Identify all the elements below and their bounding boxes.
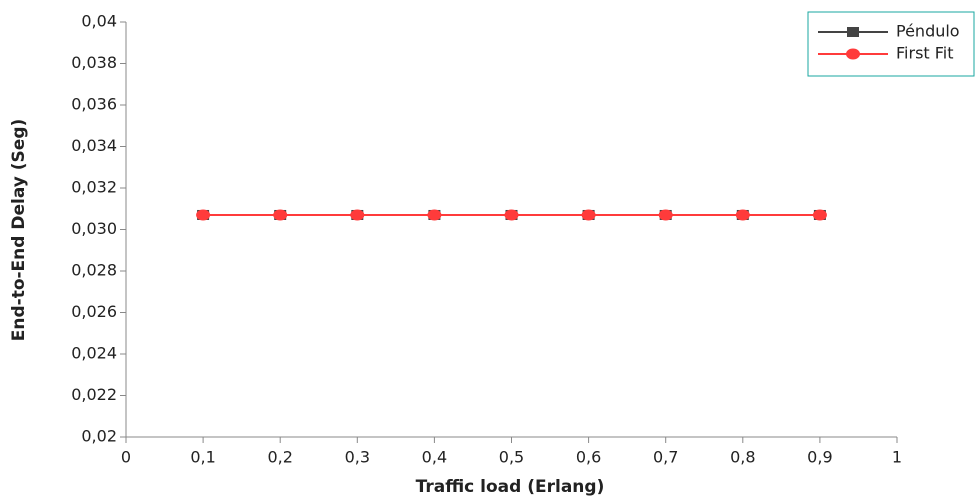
x-tick-label: 0,5: [499, 448, 524, 467]
x-tick-label: 0,2: [267, 448, 292, 467]
marker: [196, 209, 211, 221]
y-tick-label: 0,034: [71, 136, 117, 155]
marker: [581, 209, 596, 221]
y-tick-label: 0,024: [71, 344, 117, 363]
x-tick-label: 0: [121, 448, 131, 467]
x-tick-label: 0,7: [653, 448, 678, 467]
marker: [812, 209, 827, 221]
y-tick-label: 0,026: [71, 302, 117, 321]
y-tick-label: 0,028: [71, 261, 117, 280]
x-tick-label: 0,6: [576, 448, 601, 467]
y-axis-label: End-to-End Delay (Seg): [9, 119, 29, 342]
y-tick-label: 0,022: [71, 385, 117, 404]
y-tick-label: 0,030: [71, 219, 117, 238]
legend-marker: [847, 27, 859, 37]
legend-box: [807, 11, 975, 77]
marker: [350, 209, 365, 221]
y-tick-label: 0,036: [71, 95, 117, 114]
y-tick-label: 0,02: [81, 427, 117, 446]
x-tick-label: 0,4: [422, 448, 447, 467]
x-tick-label: 0,9: [807, 448, 832, 467]
y-tick-label: 0,04: [81, 12, 117, 31]
y-tick-label: 0,032: [71, 178, 117, 197]
x-tick-label: 0,3: [345, 448, 370, 467]
marker: [273, 209, 288, 221]
legend-label: First Fit: [896, 44, 954, 63]
marker: [504, 209, 519, 221]
marker: [427, 209, 442, 221]
x-tick-label: 0,1: [190, 448, 215, 467]
y-tick-label: 0,038: [71, 53, 117, 72]
legend-marker: [846, 48, 860, 60]
x-tick-label: 1: [892, 448, 902, 467]
legend-label: Péndulo: [896, 22, 960, 41]
x-tick-label: 0,8: [730, 448, 755, 467]
x-axis-label: Traffic load (Erlang): [416, 477, 605, 497]
marker: [735, 209, 750, 221]
marker: [658, 209, 673, 221]
